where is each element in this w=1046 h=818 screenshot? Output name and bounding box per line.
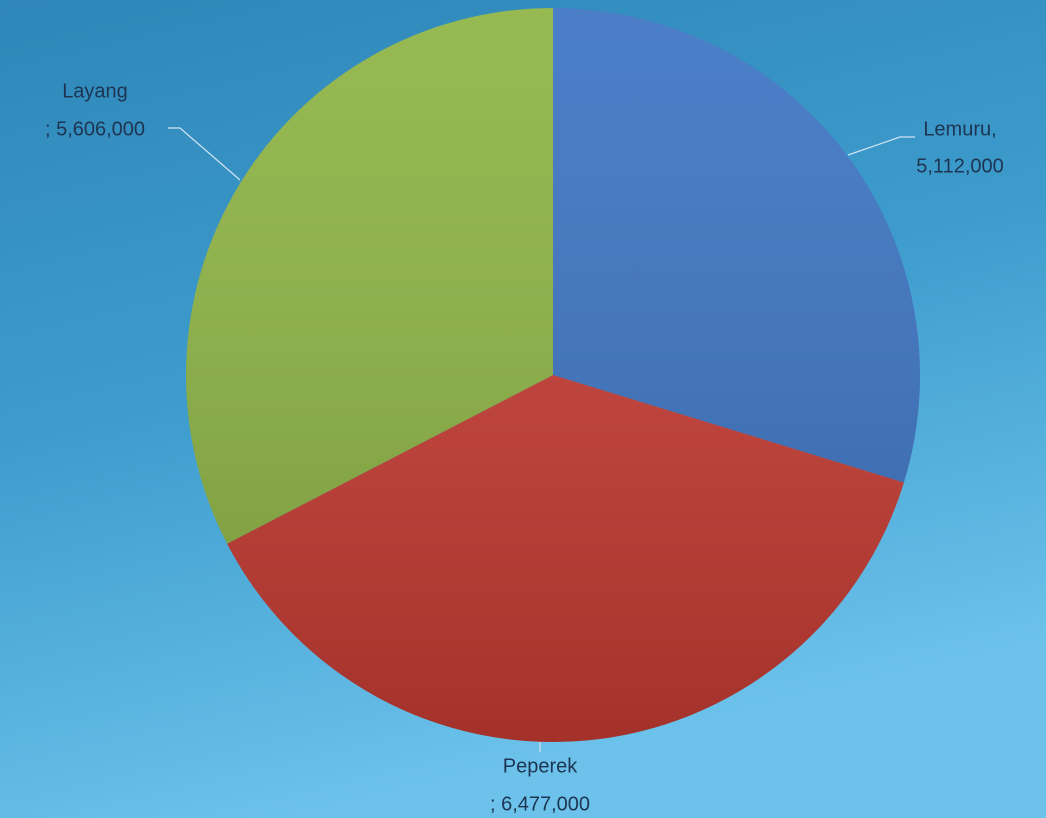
pie: [186, 8, 920, 742]
slice-label: Layang: [62, 80, 128, 102]
page: {"chart_data": {"type": "pie", "categori…: [0, 0, 1046, 818]
chart: Lemuru, 5,112,000 Peperek ; 6,477,000 Layang…: [0, 0, 1046, 818]
value-label: 5,112,000: [916, 155, 1004, 177]
slice-label: Peperek: [503, 755, 578, 777]
value-label: ; 6,477,000: [490, 793, 590, 815]
slice-label: Lemuru,: [923, 118, 996, 140]
value-label: ; 5,606,000: [45, 118, 145, 140]
